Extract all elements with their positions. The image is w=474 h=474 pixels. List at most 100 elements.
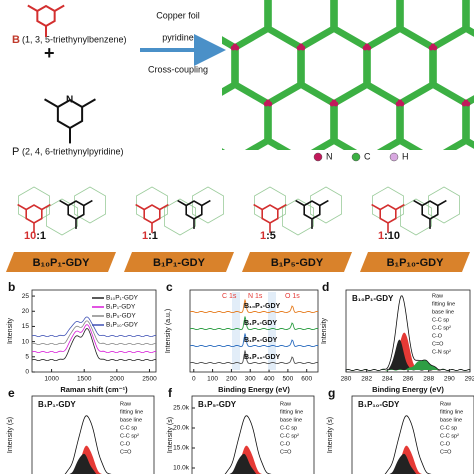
ratio-part: :	[148, 230, 152, 242]
y-tick-label: 5	[25, 354, 29, 361]
ratio-label: 10:1	[24, 230, 46, 242]
legend-label: fitting line	[432, 301, 455, 307]
atom	[201, 102, 206, 107]
ethynyl	[135, 203, 145, 211]
atom	[135, 102, 140, 107]
x-tick-label: 286	[403, 376, 414, 383]
atom	[234, 45, 240, 51]
legend-label: B₁P₁₀-GDY	[106, 322, 139, 329]
series-label: B₁P₁-GDY	[244, 320, 277, 327]
ratio-part: 1	[142, 230, 148, 242]
atom	[234, 158, 239, 163]
atom	[300, 45, 306, 51]
spectrum-curve	[189, 316, 319, 331]
plot-frame	[351, 395, 474, 474]
panel-title: B₁₀P₁-GDY	[352, 294, 394, 303]
legend-label: Raw	[432, 293, 443, 299]
atom	[168, 158, 173, 163]
spectrum-curve	[69, 453, 97, 474]
ring	[185, 200, 203, 220]
condition: pyridine	[162, 32, 194, 42]
legend-label: C=O	[120, 449, 132, 455]
x-tick-label: 1000	[44, 376, 59, 383]
y-tick-label: 0	[25, 369, 29, 376]
atom	[167, 44, 172, 49]
atom	[362, 45, 368, 51]
y-tick-label: 25	[22, 293, 30, 300]
atom	[333, 101, 339, 107]
legend-label: Raw	[440, 401, 451, 407]
atom	[461, 101, 467, 107]
atom	[332, 212, 337, 217]
spectrum-curve	[346, 360, 470, 371]
atom	[432, 158, 437, 163]
plot-frame	[31, 289, 157, 373]
panel-letter: d	[322, 280, 329, 294]
panel-letter: g	[328, 386, 335, 400]
ring	[143, 204, 161, 224]
spectrum-curve	[31, 324, 157, 354]
atom-legend-marker	[389, 152, 399, 162]
legend-label: Raw	[280, 401, 291, 407]
panel-title: B₁P₁-GDY	[38, 400, 76, 409]
spectrum-curve	[31, 320, 157, 346]
ghost-ring	[400, 198, 432, 236]
legend-label: C-O	[440, 441, 451, 447]
ethynyl	[413, 199, 423, 207]
ethynyl	[17, 203, 27, 211]
sample-name: B₁₀P₁-GDY	[33, 257, 91, 269]
legend-label: C-C sp	[280, 425, 297, 431]
ethynyl	[44, 98, 59, 108]
y-axis-label: Intensity (s)	[327, 417, 334, 453]
ghost-ring	[164, 198, 196, 236]
monomer-b-label: B	[12, 34, 20, 46]
ethynyl	[54, 4, 65, 12]
ratio-part: 1	[152, 230, 158, 242]
network-ring	[222, 0, 269, 49]
y-axis-label: Intensity	[321, 317, 328, 344]
x-tick-label: 400	[264, 376, 275, 383]
ethynyl	[277, 203, 287, 211]
highlight	[232, 292, 240, 370]
x-axis-label: Raman shift (cm⁻¹)	[60, 385, 128, 394]
network-ring	[333, 0, 401, 49]
ring	[36, 4, 56, 28]
legend-label: base line	[440, 417, 462, 423]
x-tick-label: 600	[301, 376, 312, 383]
monomer-structures	[27, 4, 96, 144]
atom	[464, 212, 469, 217]
x-tick-label: 288	[423, 376, 434, 383]
y-tick-label: 25.0k	[173, 405, 190, 412]
sample-name: B₁P₁₀-GDY	[387, 257, 445, 269]
x-tick-label: 2000	[110, 376, 125, 383]
legend-label: C-C sp²	[432, 325, 451, 331]
atom	[266, 212, 271, 217]
panel-letter: e	[8, 386, 15, 400]
y-tick-label: 15.0k	[173, 445, 190, 452]
ghost-ring	[310, 186, 342, 224]
network-render	[135, 0, 474, 217]
y-axis-label: Intensity	[7, 317, 14, 344]
atom-legend-label: C	[364, 151, 371, 161]
atom-legend-label: N	[326, 151, 333, 161]
x-tick-label: 284	[382, 376, 393, 383]
network-ring	[382, 139, 418, 150]
ratio-part: 1	[260, 230, 266, 242]
monomer-p-label: P	[12, 146, 19, 158]
atom	[167, 156, 172, 161]
x-axis-label: Binding Energy (eV)	[372, 385, 444, 394]
atom	[230, 45, 236, 51]
plot-frame	[191, 395, 315, 474]
ethynyl	[59, 199, 69, 207]
ring	[379, 204, 397, 224]
atom	[429, 158, 434, 163]
y-axis-label: Intensity (s)	[7, 417, 14, 453]
ring	[303, 200, 321, 220]
y-axis-label: Intensity (a.u.)	[165, 309, 172, 353]
ethynyl	[27, 4, 38, 12]
atom	[399, 101, 405, 107]
ring	[421, 200, 439, 220]
ethynyl	[41, 203, 51, 211]
ratio-label: 1:5	[260, 230, 276, 242]
